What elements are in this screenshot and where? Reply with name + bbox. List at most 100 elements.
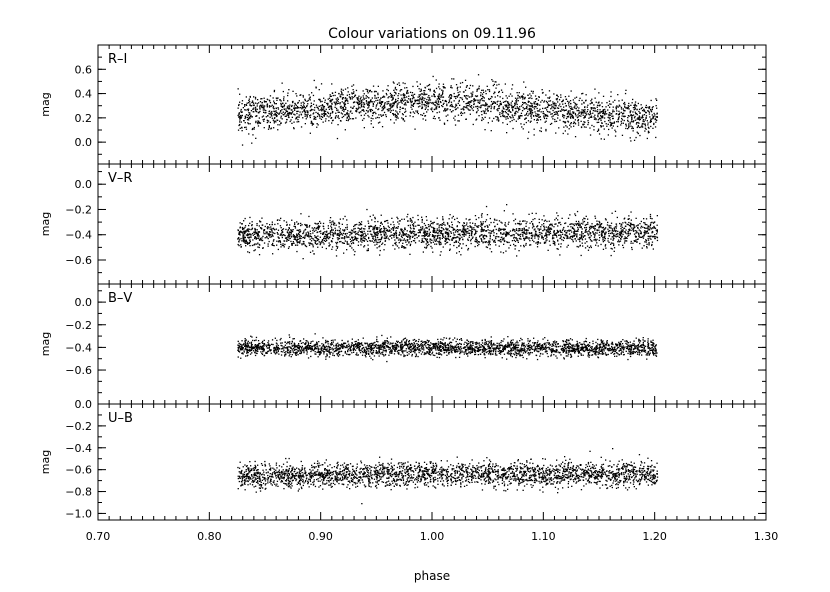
data-point [645,239,648,242]
data-point [560,236,562,238]
data-point [635,217,637,219]
data-point [277,107,279,109]
data-point [299,238,301,240]
data-point [288,108,290,110]
data-point [364,238,366,240]
data-point [572,111,574,113]
data-point [656,112,658,114]
data-point [555,103,557,105]
data-point [612,109,614,111]
data-point [516,98,518,100]
data-point [379,238,381,241]
data-point [623,101,626,104]
data-point [261,102,263,104]
data-point [514,105,516,107]
data-point [647,235,649,237]
data-point [442,90,444,92]
data-point [537,238,540,240]
data-point [446,109,448,111]
data-point [325,110,327,112]
data-point [341,97,344,99]
data-point [514,103,516,106]
data-point [601,106,604,108]
data-point [370,120,372,122]
data-point [567,112,569,114]
data-point [552,101,554,103]
data-point [297,223,299,225]
data-point [624,92,627,95]
data-point [579,224,581,226]
data-point [438,227,440,229]
data-point [550,224,552,226]
data-point [377,231,379,233]
data-point [290,229,292,232]
data-point [476,105,479,107]
data-point [563,109,565,111]
data-point [641,247,643,249]
data-point [481,119,483,121]
data-point [435,100,437,102]
data-point [528,113,530,115]
data-point [424,97,426,100]
data-point [566,126,568,128]
data-point [491,120,493,122]
data-point [244,126,246,129]
data-point [319,115,321,118]
data-point [273,122,275,124]
data-point [434,243,436,245]
data-point [513,234,515,236]
data-point [307,110,309,112]
data-point [373,241,375,243]
data-point [384,237,386,240]
data-point [291,104,293,107]
data-point [624,240,626,242]
data-point [640,220,642,223]
data-point [398,223,400,225]
data-point [549,96,551,98]
data-point [456,96,459,98]
data-point [312,244,314,246]
data-point [628,123,630,125]
data-point [474,224,476,227]
data-point [239,127,241,129]
data-point [269,102,272,104]
data-point [554,108,556,110]
data-point [344,229,346,231]
data-point [268,234,270,237]
data-point [530,107,532,109]
data-point [639,232,642,234]
data-point [273,107,275,110]
data-point [349,111,351,113]
data-point [287,116,290,118]
data-point [325,108,327,110]
data-point [293,236,295,238]
data-point [299,240,301,242]
data-point [359,98,362,100]
data-point [540,232,542,234]
data-point [561,217,563,219]
data-point [388,108,390,110]
data-point [275,121,277,123]
data-point [339,241,341,243]
data-point [244,217,246,220]
data-point [365,95,367,97]
data-point [281,105,284,108]
data-point [313,79,315,82]
data-point [484,225,486,228]
data-point [434,91,436,93]
data-point [304,99,306,102]
data-point [239,239,241,241]
data-point [240,110,242,112]
data-point [624,236,626,238]
data-point [541,92,544,94]
data-point [450,101,453,103]
data-point [478,115,480,117]
data-point [457,114,460,116]
data-point [446,222,449,224]
data-point [364,228,366,230]
data-point [478,241,480,243]
data-point [277,223,279,225]
data-point [475,218,477,221]
data-point [577,228,579,230]
data-point [258,254,261,256]
